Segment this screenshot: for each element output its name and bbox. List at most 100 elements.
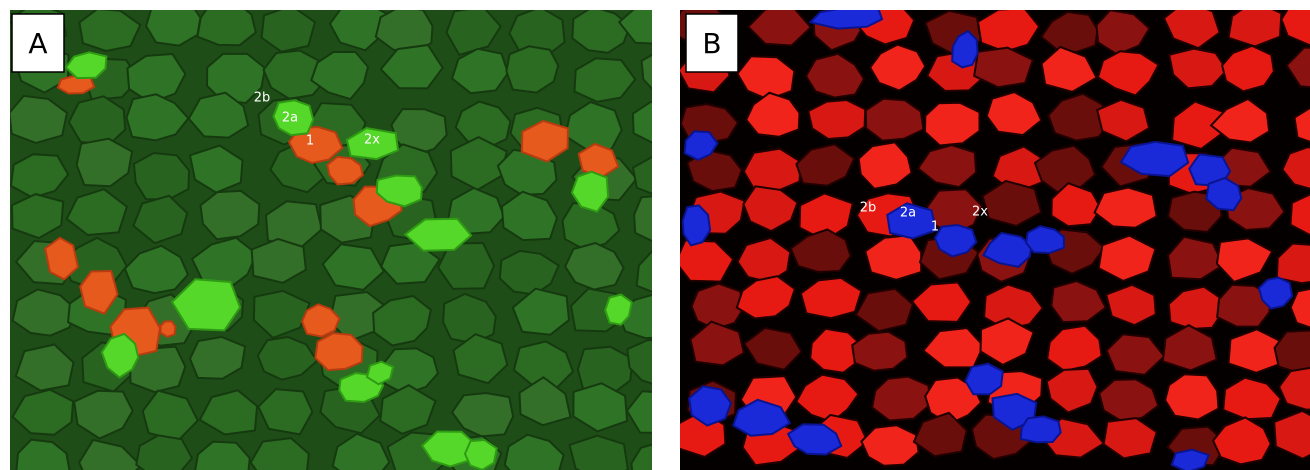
muscle-fiber — [310, 50, 370, 101]
muscle-fiber — [511, 287, 571, 336]
muscle-fiber — [187, 91, 250, 139]
fiber-label: 2b — [254, 91, 271, 106]
muscle-fiber — [985, 91, 1043, 137]
muscle-fiber — [403, 217, 473, 252]
muscle-fiber — [14, 343, 75, 392]
fiber-label: 2a — [900, 206, 916, 221]
muscle-fiber — [132, 151, 191, 201]
muscle-fiber — [964, 362, 1004, 396]
muscle-fiber — [10, 94, 69, 145]
muscle-fiber — [686, 149, 743, 193]
muscle-fiber — [442, 292, 497, 345]
muscle-fiber — [1093, 186, 1158, 229]
muscle-fiber — [1050, 182, 1103, 228]
muscle-fiber — [1211, 416, 1272, 466]
muscle-fiber — [520, 119, 569, 163]
muscle-fiber — [808, 10, 884, 30]
muscle-fiber — [125, 93, 190, 142]
muscle-fiber — [196, 10, 257, 47]
muscle-fiber — [188, 144, 244, 194]
muscle-fiber — [736, 55, 796, 101]
muscle-fiber — [498, 249, 560, 296]
muscle-fiber — [1019, 415, 1062, 444]
muscle-fiber — [625, 390, 652, 434]
muscle-fiber — [252, 289, 311, 340]
muscle-fiber — [365, 360, 395, 386]
muscle-fiber — [689, 320, 746, 367]
muscle-fiber — [10, 153, 70, 199]
muscle-fiber — [570, 170, 610, 213]
muscle-fiber — [73, 389, 134, 440]
muscle-fiber — [742, 147, 802, 192]
muscle-fiber — [190, 236, 258, 291]
muscle-fiber — [170, 278, 242, 332]
muscle-fiber — [1170, 448, 1211, 470]
muscle-fiber — [199, 189, 261, 241]
muscle-fiber — [789, 228, 852, 274]
panel-label: A — [28, 27, 47, 60]
muscle-fiber — [78, 438, 143, 470]
muscle-fiber — [795, 143, 856, 187]
muscle-fiber — [979, 317, 1035, 367]
muscle-fiber — [132, 194, 189, 245]
muscle-fiber — [126, 52, 187, 105]
muscle-fiber — [159, 320, 177, 339]
muscle-fiber — [573, 57, 637, 103]
muscle-fiber — [923, 101, 981, 147]
muscle-fiber — [683, 130, 719, 162]
muscle-fiber — [257, 388, 314, 436]
muscle-fiber — [194, 440, 251, 470]
muscle-fiber — [10, 193, 65, 240]
muscle-fiber — [631, 100, 652, 144]
muscle-fiber — [680, 239, 735, 283]
muscle-fiber — [981, 179, 1043, 228]
muscle-fiber — [617, 10, 652, 45]
muscle-fiber — [1275, 242, 1310, 285]
muscle-fiber — [1168, 47, 1229, 90]
fiber-label: 2b — [860, 201, 877, 216]
muscle-fiber — [1209, 97, 1271, 144]
muscle-fiber — [735, 275, 797, 320]
muscle-fiber — [681, 204, 712, 247]
muscle-fiber — [64, 51, 108, 80]
muscle-fiber — [1162, 10, 1221, 50]
muscle-fiber — [198, 389, 259, 436]
muscle-fiber — [804, 52, 866, 99]
muscle-fiber — [1167, 285, 1223, 331]
fiber-label: 2x — [364, 133, 380, 148]
muscle-fiber — [65, 188, 129, 237]
muscle-fiber — [345, 127, 400, 161]
muscle-fiber — [1104, 283, 1157, 327]
muscle-fiber — [452, 333, 509, 385]
muscle-fiber — [745, 91, 801, 138]
muscle-fiber — [868, 43, 927, 92]
muscle-fiber — [78, 10, 142, 53]
muscle-fiber — [1033, 144, 1097, 195]
muscle-fiber — [1161, 324, 1218, 372]
muscle-fiber — [786, 423, 843, 456]
muscle-fiber — [463, 438, 498, 470]
panel-a-image — [10, 10, 652, 470]
muscle-fiber — [854, 287, 915, 333]
muscle-fiber — [496, 148, 558, 196]
muscle-fiber — [372, 294, 433, 347]
muscle-fiber — [635, 249, 652, 293]
muscle-fiber — [326, 155, 364, 186]
muscle-fiber — [912, 411, 968, 458]
muscle-fiber — [445, 10, 502, 56]
muscle-fiber — [916, 144, 978, 189]
label-box — [11, 13, 65, 73]
muscle-fiber — [851, 330, 909, 372]
muscle-fiber — [1096, 50, 1160, 97]
muscle-fiber — [375, 174, 423, 208]
muscle-fiber — [79, 269, 119, 315]
muscle-fiber — [746, 10, 813, 47]
muscle-fiber — [799, 276, 863, 320]
muscle-fiber — [314, 332, 364, 372]
muscle-fiber — [864, 234, 923, 281]
panel-b-image — [680, 10, 1310, 470]
muscle-fiber — [11, 388, 75, 436]
muscle-fiber — [951, 29, 979, 69]
muscle-fiber — [287, 125, 344, 165]
muscle-fiber — [564, 241, 625, 291]
